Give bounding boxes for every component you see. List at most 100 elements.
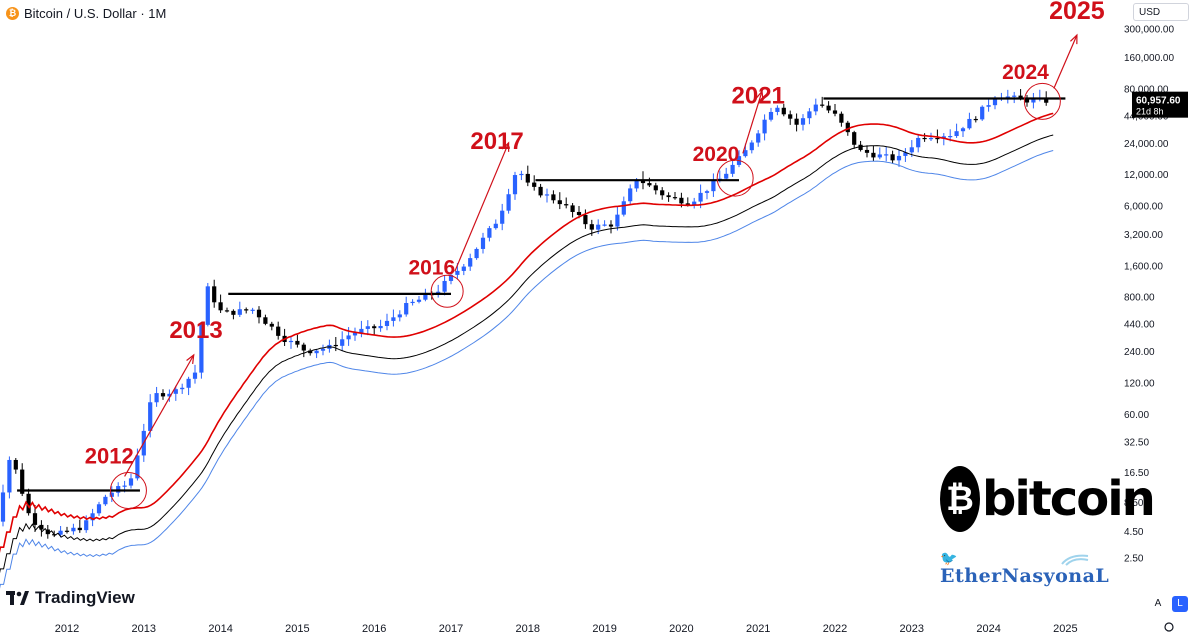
candle-body (1018, 95, 1023, 99)
candle-body (346, 335, 351, 340)
candle-body (1012, 95, 1017, 97)
price-tick-label: 12,000.00 (1124, 170, 1169, 181)
candle-body (916, 137, 921, 148)
candle-body (58, 530, 63, 535)
breakout-circle (1023, 82, 1061, 120)
price-tick-label: 6,000.00 (1124, 202, 1163, 213)
price-tick-label: 60.00 (1124, 410, 1149, 421)
candle-body (948, 136, 953, 138)
candle-body (352, 332, 358, 336)
candle-body (212, 286, 217, 303)
annotation-year-label: 2025 (1049, 0, 1105, 25)
candle-body (0, 492, 6, 522)
candle-body (372, 326, 377, 329)
trend-arrow (742, 91, 763, 154)
time-tick-label: 2015 (285, 623, 309, 635)
candle-body (756, 133, 761, 143)
time-tick-label: 2019 (592, 623, 616, 635)
time-tick-label: 2016 (362, 623, 386, 635)
arrow-head (501, 141, 510, 152)
candle-body (77, 527, 82, 531)
candle-body (775, 107, 780, 112)
time-tick-label: 2025 (1053, 623, 1077, 635)
arrow-head (186, 353, 195, 365)
candle-body (1005, 96, 1010, 98)
auto-scale-button[interactable]: A (1154, 598, 1162, 609)
candle-body (1024, 98, 1030, 103)
candle-body (506, 194, 511, 211)
candle-body (992, 99, 998, 106)
time-tick-label: 2022 (823, 623, 847, 635)
annotation-year-label: 2020 (693, 143, 740, 166)
candle-body (109, 492, 114, 497)
candle-body (615, 214, 620, 227)
tradingview-logo[interactable]: TradingView (6, 588, 135, 608)
candle-body (922, 137, 927, 140)
price-tick-label: 80,000.00 (1124, 84, 1169, 95)
candle-body (468, 258, 473, 267)
time-tick-label: 2013 (132, 623, 156, 635)
candle-body (128, 478, 134, 486)
candle-body (973, 118, 978, 121)
candle-body (7, 459, 12, 493)
candle-body (788, 114, 793, 119)
candle-body (941, 136, 946, 139)
candle-body (90, 513, 95, 521)
candle-body (724, 173, 729, 179)
symbol-header[interactable]: ₿ Bitcoin / U.S. Dollar · 1M (6, 4, 166, 22)
tradingview-label: TradingView (35, 588, 135, 607)
candle-body (640, 179, 646, 184)
candle-body (820, 104, 825, 106)
candle-body (557, 200, 562, 205)
candle-body (288, 340, 294, 343)
price-tick-label: 3,200.00 (1124, 230, 1163, 241)
candle-body (244, 309, 249, 311)
candle-body (160, 393, 166, 397)
candle-body (384, 320, 390, 326)
breakout-circle (109, 471, 147, 509)
candle-body (634, 179, 639, 189)
candle-body (167, 393, 172, 397)
candle-body (308, 350, 313, 354)
annotation-year-label: 2017 (470, 128, 523, 155)
candle-body (800, 118, 806, 125)
candle-body (864, 149, 870, 153)
time-tick-label: 2023 (900, 623, 924, 635)
candle-body (410, 301, 415, 304)
candle-body (320, 348, 326, 351)
candle-body (896, 155, 902, 161)
bitcoin-icon: ₿ (6, 6, 19, 20)
candle-body (135, 455, 140, 479)
candle-body (448, 274, 454, 281)
price-tick-label: 16.50 (1124, 468, 1149, 479)
candle-body (180, 387, 185, 390)
candle-body (20, 469, 25, 494)
candle-body (1044, 97, 1049, 103)
candle-body (832, 110, 838, 114)
candle-body (96, 504, 102, 514)
candle-body (237, 309, 242, 315)
last-price-value: 60,957.60 (1136, 96, 1181, 107)
trend-arrow (124, 354, 195, 477)
candle-body (743, 150, 748, 157)
log-scale-button[interactable]: L (1172, 596, 1188, 612)
currency-button[interactable]: USD (1133, 3, 1189, 21)
candle-body (378, 325, 383, 329)
price-tick-label: 1,600.00 (1124, 261, 1163, 272)
price-tick-label: 800.00 (1124, 293, 1155, 304)
candle-body (205, 286, 210, 325)
candle-body (653, 185, 658, 191)
lower-band-black (0, 134, 1054, 574)
time-tick-label: 2021 (746, 623, 770, 635)
candle-body (359, 328, 364, 333)
candle-body (404, 303, 409, 315)
annotation-year-label: 2012 (85, 443, 134, 468)
candle-body (519, 173, 524, 176)
candle-body (692, 201, 697, 205)
candle-body (871, 152, 876, 158)
candle-body (954, 131, 959, 137)
candle-body (909, 147, 914, 153)
candle-body (826, 105, 831, 111)
candle-body (263, 317, 268, 324)
